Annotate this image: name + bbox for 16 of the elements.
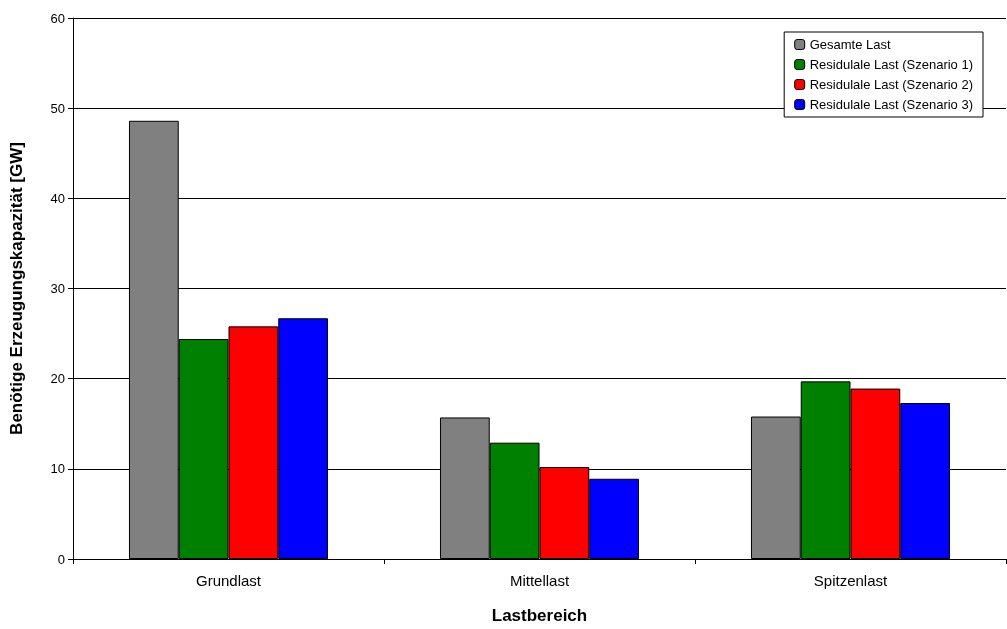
- legend-label: Gesamte Last: [809, 37, 892, 52]
- y-tick-label: 40: [50, 190, 65, 206]
- y-tick-label: 10: [50, 461, 65, 477]
- x-axis-title: Lastbereich: [491, 606, 588, 625]
- legend-label: Residulale Last (Szenario 2): [809, 77, 974, 92]
- legend-label: Residulale Last (Szenario 3): [809, 97, 974, 112]
- y-tick-label: 30: [50, 281, 65, 296]
- y-tick-label: 50: [50, 100, 65, 116]
- y-axis-title: Benötige Erzeugungskapazität [GW]: [7, 142, 26, 435]
- y-tick-label: 20: [50, 371, 65, 387]
- x-tick-label: Grundlast: [195, 572, 262, 589]
- y-tick-label: 0: [57, 551, 65, 567]
- x-tick-label: Spitzenlast: [813, 572, 889, 589]
- legend-label: Residulale Last (Szenario 1): [809, 57, 974, 72]
- x-tick-label: Mittellast: [509, 572, 570, 589]
- y-tick-label: 60: [50, 10, 65, 26]
